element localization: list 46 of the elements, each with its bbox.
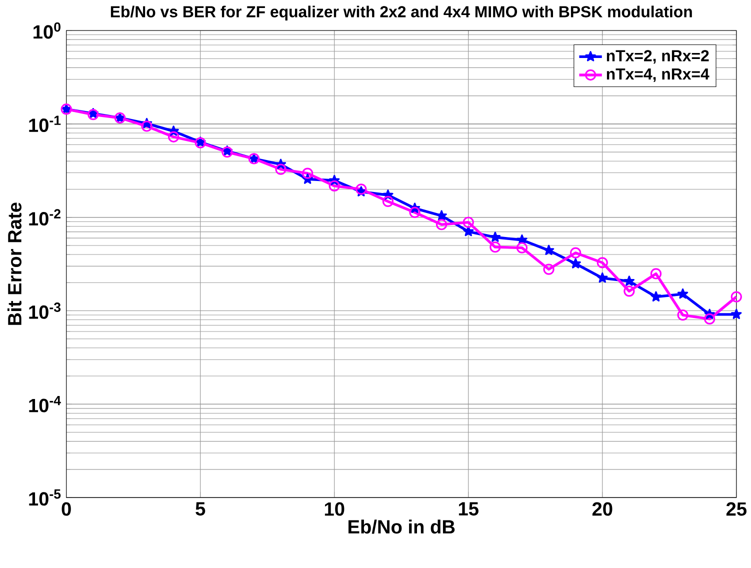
legend-label: nTx=4, nRx=4	[606, 68, 710, 82]
point	[382, 196, 394, 208]
point	[436, 219, 448, 230]
point	[490, 242, 501, 253]
x-tick-label: 25	[726, 502, 746, 516]
point	[490, 232, 501, 242]
point	[597, 272, 608, 283]
y-tick-label: 10$^{-4}$	[29, 396, 61, 412]
x-tick-label: 0	[62, 502, 71, 516]
x-tick-label: 15	[458, 502, 478, 516]
point	[650, 268, 662, 280]
point	[570, 247, 582, 258]
point	[543, 264, 554, 275]
point	[516, 242, 528, 254]
point	[302, 168, 314, 179]
point	[624, 286, 635, 297]
point	[731, 308, 742, 320]
y-tick-label: 10$^{-3}$	[29, 302, 61, 319]
point	[275, 164, 286, 175]
point	[409, 206, 420, 218]
x-axis-title: Eb/No in dB	[348, 520, 455, 534]
point	[624, 276, 635, 286]
x-tick-label: 20	[592, 502, 612, 516]
chart-title: Eb/No vs BER for ZF equalizer with 2x2 and 4x4 MIMO with BPSK modulation	[110, 6, 692, 21]
y-tick-label: 10$^{0}$	[34, 22, 60, 39]
point	[356, 184, 367, 195]
y-axis-title: Bit Error Rate	[7, 202, 22, 325]
point	[328, 180, 340, 192]
x-tick-label: 5	[196, 502, 206, 516]
point	[462, 216, 474, 228]
legend-label: nTx=2, nRx=2	[606, 50, 709, 64]
x-tick-label: 10	[324, 502, 344, 516]
point	[543, 244, 554, 256]
y-tick-label: 10$^{-1}$	[29, 116, 61, 132]
y-tick-label: 10$^{-5}$	[29, 489, 61, 506]
y-tick-label: 10$^{-2}$	[29, 209, 60, 226]
point	[570, 258, 581, 268]
point	[596, 257, 608, 268]
point	[650, 291, 662, 302]
point	[141, 120, 152, 132]
point	[463, 226, 474, 236]
point	[677, 288, 688, 299]
point	[730, 291, 742, 302]
point	[168, 131, 180, 142]
point	[677, 310, 688, 321]
point	[704, 313, 716, 325]
